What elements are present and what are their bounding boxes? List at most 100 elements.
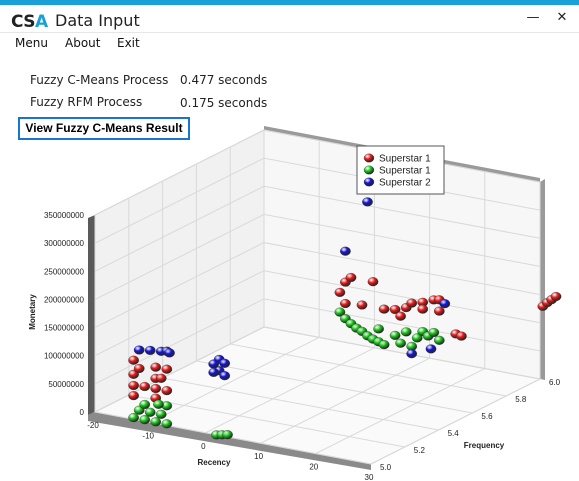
legend-label: Superstar 1 <box>379 154 431 165</box>
data-point <box>425 344 437 354</box>
recency-tick-label: 10 <box>254 452 263 461</box>
data-point <box>367 277 379 287</box>
data-point <box>417 304 429 314</box>
data-point <box>345 272 357 283</box>
data-point <box>395 338 406 348</box>
legend-marker <box>363 165 375 175</box>
frequency-tick-label: 5.8 <box>515 395 527 404</box>
data-point <box>144 345 156 355</box>
data-point <box>150 417 162 427</box>
data-point <box>340 246 351 256</box>
rfm-process-time: 0.175 seconds <box>180 96 268 110</box>
minimize-button[interactable]: — <box>526 10 540 25</box>
data-point <box>334 307 346 317</box>
frequency-axis-title: Frequency <box>464 441 505 450</box>
data-point <box>139 399 151 410</box>
recency-tick-label: -20 <box>87 421 99 430</box>
data-point <box>139 415 151 425</box>
data-point <box>334 287 346 297</box>
data-point <box>139 381 151 392</box>
monetary-tick-label: 350000000 <box>44 211 85 220</box>
data-point <box>389 304 401 315</box>
menu-item-about[interactable]: About <box>65 36 101 50</box>
legend-label: Superstar 1 <box>379 166 431 177</box>
legend-label: Superstar 2 <box>379 178 431 189</box>
data-point <box>150 383 162 394</box>
data-point <box>433 306 445 316</box>
title-bar: CSA Data Input — ✕ <box>0 5 579 33</box>
data-point <box>456 331 467 341</box>
data-point <box>389 330 401 340</box>
monetary-tick-label: 0 <box>80 408 85 417</box>
legend-marker <box>363 177 375 187</box>
data-point <box>161 386 173 396</box>
data-point <box>133 363 145 374</box>
data-point <box>164 348 175 358</box>
data-point <box>128 391 139 401</box>
close-button[interactable]: ✕ <box>556 10 568 25</box>
data-point <box>153 399 164 409</box>
data-point <box>395 311 406 321</box>
monetary-tick-label: 250000000 <box>44 267 85 276</box>
data-point <box>439 299 451 309</box>
data-point <box>128 380 139 391</box>
gridline-frequency <box>229 147 507 397</box>
data-point <box>161 419 173 429</box>
data-point <box>411 333 423 343</box>
monetary-tick-label: 300000000 <box>44 239 85 248</box>
floor-edge <box>88 412 371 470</box>
data-point <box>133 345 145 355</box>
data-point <box>550 291 562 302</box>
monetary-tick-label: 100000000 <box>44 352 85 361</box>
data-point <box>208 367 220 377</box>
data-point <box>373 324 384 334</box>
frequency-tick-label: 5.2 <box>414 446 426 455</box>
frequency-tick-label: 6.0 <box>549 378 561 387</box>
view-fcm-result-button[interactable]: View Fuzzy C-Means Result <box>18 117 190 140</box>
data-point <box>378 340 390 350</box>
data-point <box>155 373 167 383</box>
data-point <box>155 409 167 419</box>
gridline-frequency <box>195 164 473 414</box>
gridline-frequency <box>94 215 372 465</box>
recency-tick-label: 0 <box>201 442 206 451</box>
app-logo: CSA <box>11 12 48 32</box>
recency-tick-label: 30 <box>365 473 374 481</box>
data-point <box>340 298 351 309</box>
data-point <box>378 304 390 314</box>
data-point <box>161 364 173 374</box>
frequency-tick-label: 5.0 <box>380 463 392 472</box>
data-point <box>222 430 233 440</box>
menu-bar: Menu About Exit <box>0 33 579 55</box>
right-wall-edge <box>540 179 545 380</box>
recency-tick-label: -10 <box>142 431 154 440</box>
frequency-tick-label: 5.4 <box>448 429 460 438</box>
recency-axis-title: Recency <box>198 458 231 467</box>
data-point <box>128 355 139 365</box>
monetary-axis-title: Monetary <box>28 294 37 330</box>
data-point <box>362 197 373 207</box>
data-point <box>219 358 231 368</box>
data-point <box>406 349 418 359</box>
fcm-process-time: 0.477 seconds <box>180 73 268 87</box>
data-point <box>433 335 445 345</box>
data-point <box>356 300 368 310</box>
recency-tick-label: 20 <box>309 463 318 472</box>
data-point <box>128 413 139 423</box>
data-point <box>428 327 440 338</box>
rfm-process-label: Fuzzy RFM Process <box>30 95 143 109</box>
data-point <box>219 371 231 381</box>
monetary-tick-label: 150000000 <box>44 324 85 333</box>
window-accent-strip <box>0 0 579 5</box>
menu-item-menu[interactable]: Menu <box>15 36 48 50</box>
gridline-frequency <box>263 130 541 380</box>
data-point <box>406 298 418 308</box>
menu-item-exit[interactable]: Exit <box>117 36 140 50</box>
data-point <box>144 407 156 417</box>
monetary-tick-label: 50000000 <box>48 380 84 389</box>
data-point <box>208 359 220 369</box>
data-point <box>150 362 162 372</box>
frequency-tick-label: 5.6 <box>481 412 493 421</box>
data-point <box>400 327 412 337</box>
